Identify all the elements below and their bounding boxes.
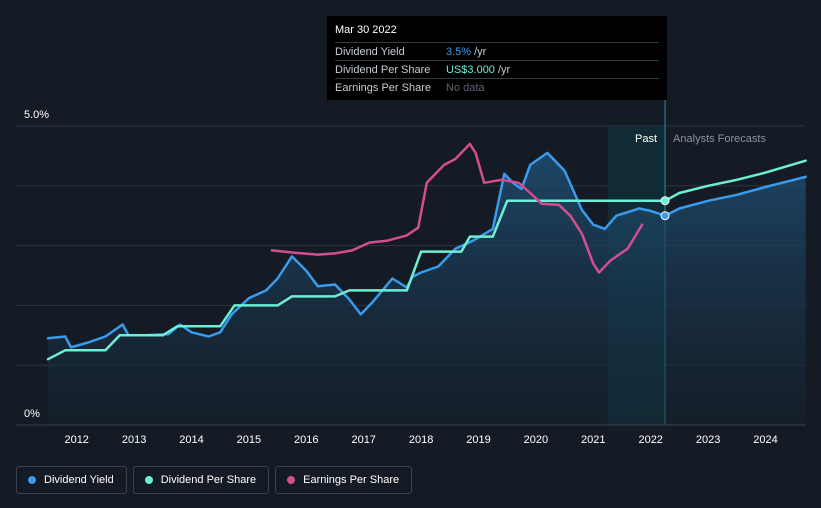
dividend-yield-line: [46, 151, 807, 349]
tooltip-value: US$3.000: [446, 63, 495, 76]
tooltip-date: Mar 30 2022: [335, 24, 397, 36]
legend-item-earnings-per-share[interactable]: Earnings Per Share: [275, 466, 413, 494]
tooltip-row-dividend-per-share: Dividend Per Share US$3.000 /yr: [335, 60, 659, 78]
legend-item-dividend-yield[interactable]: Dividend Yield: [16, 466, 127, 494]
chart-lines: [46, 142, 807, 361]
tooltip-row-dividend-yield: Dividend Yield 3.5% /yr: [335, 42, 659, 60]
x-tick-label: 2017: [351, 434, 375, 446]
chart-areas: [48, 152, 806, 425]
x-tick-label: 2023: [696, 434, 720, 446]
legend-dot-icon: [144, 476, 153, 484]
tooltip-value: 3.5%: [446, 45, 472, 58]
dividend-per-share-marker: [660, 196, 670, 206]
legend-label: Earnings Per Share: [303, 474, 400, 486]
y-tick-label: 0%: [24, 408, 40, 420]
tooltip-label: Earnings Per Share: [335, 81, 431, 94]
legend-dot-icon: [287, 476, 296, 484]
x-tick-label: 2014: [179, 434, 203, 446]
legend-dot-icon: [28, 476, 36, 484]
tooltip-value: No data: [446, 81, 485, 94]
band-labels: Past Analysts Forecasts: [635, 133, 766, 145]
x-tick-label: 2018: [409, 434, 433, 446]
tooltip-unit: /yr: [474, 45, 487, 58]
earnings-per-share-line: [270, 142, 644, 274]
tooltip-unit: /yr: [497, 63, 511, 76]
dividend-per-share-line: [46, 159, 807, 361]
tooltip-row-earnings-per-share: Earnings Per Share No data: [335, 78, 659, 96]
x-tick-label: 2021: [581, 434, 605, 446]
chart-markers: [660, 196, 670, 221]
past-label: Past: [635, 133, 657, 145]
tooltip: Mar 30 2022 Dividend Yield 3.5% /yr Divi…: [327, 16, 667, 100]
legend-item-dividend-per-share[interactable]: Dividend Per Share: [132, 466, 270, 494]
legend-label: Dividend Yield: [44, 474, 114, 486]
dividend-yield-marker: [660, 211, 670, 221]
x-tick-label: 2015: [237, 434, 261, 446]
forecast-label: Analysts Forecasts: [673, 133, 766, 145]
y-axis-ticks: 5.0% 0%: [24, 109, 49, 420]
x-tick-label: 2019: [466, 434, 490, 446]
legend: Dividend Yield Dividend Per Share Earnin…: [16, 466, 413, 494]
y-tick-label: 5.0%: [24, 109, 49, 121]
dividend-yield-area: [48, 152, 806, 425]
x-tick-label: 2024: [753, 434, 777, 446]
tooltip-label: Dividend Per Share: [335, 63, 431, 76]
tooltip-label: Dividend Yield: [335, 45, 405, 58]
x-axis-ticks: 2012 2013 2014 2015 2016 2017 2018 2019 2020 2021…: [16, 424, 805, 446]
x-tick-label: 2020: [524, 434, 548, 446]
x-tick-label: 2012: [64, 434, 88, 446]
legend-label: Dividend Per Share: [160, 474, 257, 486]
x-tick-label: 2022: [638, 434, 662, 446]
x-tick-label: 2013: [122, 434, 146, 446]
x-tick-label: 2016: [294, 434, 318, 446]
